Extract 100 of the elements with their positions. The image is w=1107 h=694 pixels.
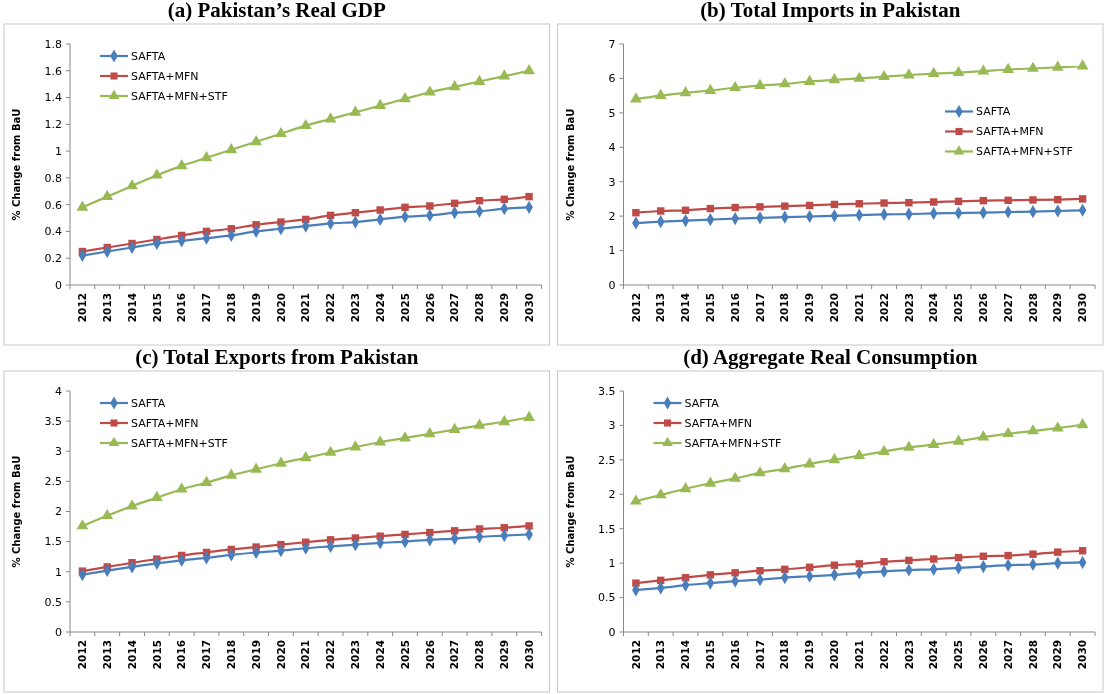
legend-label: SAFTA — [684, 396, 720, 410]
y-tick-label: 1.2 — [44, 118, 62, 132]
x-tick-label: 2020 — [274, 640, 287, 670]
y-tick-label: 1 — [55, 565, 62, 579]
x-tick-label: 2012 — [629, 293, 642, 323]
x-tick-label: 2013 — [654, 640, 667, 670]
y-tick-label: 0.5 — [598, 591, 616, 605]
y-tick-label: 0 — [55, 278, 62, 292]
x-tick-label: 2014 — [679, 293, 692, 323]
legend-label: SAFTA+MFN+STF — [976, 145, 1073, 159]
x-tick-label: 2025 — [952, 640, 965, 670]
x-tick-label: 2018 — [224, 293, 237, 323]
y-tick-label: 2 — [608, 209, 616, 223]
y-tick-label: 0.5 — [44, 595, 62, 609]
x-tick-label: 2026 — [423, 640, 436, 670]
x-tick-label: 2028 — [473, 293, 486, 323]
y-tick-label: 0.4 — [44, 225, 62, 239]
x-tick-label: 2021 — [299, 293, 312, 323]
x-tick-label: 2024 — [927, 293, 940, 323]
y-tick-label: 3 — [55, 445, 62, 459]
y-tick-label: 1 — [55, 144, 62, 158]
x-tick-label: 2015 — [150, 293, 163, 323]
x-tick-label: 2030 — [1076, 640, 1089, 670]
x-tick-label: 2022 — [877, 640, 890, 670]
x-tick-label: 2026 — [423, 293, 436, 323]
x-tick-label: 2030 — [522, 640, 535, 670]
x-tick-label: 2025 — [952, 293, 965, 323]
y-axis-title: % Change from BaU — [11, 108, 22, 221]
y-tick-label: 4 — [608, 141, 616, 155]
x-tick-label: 2016 — [175, 293, 188, 323]
y-tick-label: 0.6 — [44, 198, 62, 212]
x-tick-label: 2017 — [753, 640, 766, 670]
y-tick-label: 1.5 — [44, 535, 62, 549]
x-tick-label: 2020 — [828, 293, 841, 323]
x-tick-label: 2013 — [100, 293, 113, 323]
legend-label: SAFTA — [131, 49, 166, 63]
x-tick-label: 2012 — [76, 293, 89, 323]
x-tick-label: 2022 — [324, 293, 337, 323]
x-tick-label: 2016 — [728, 640, 741, 670]
chart-title: (d) Aggregate Real Consumption — [683, 345, 978, 369]
legend-label: SAFTA+MFN — [131, 416, 199, 430]
x-tick-label: 2016 — [728, 293, 741, 323]
x-tick-label: 2016 — [175, 640, 188, 670]
x-tick-label: 2028 — [1026, 293, 1039, 323]
x-tick-label: 2027 — [1001, 640, 1014, 670]
y-tick-label: 3.5 — [598, 384, 616, 398]
x-tick-label: 2018 — [778, 293, 791, 323]
x-tick-label: 2024 — [373, 293, 386, 323]
x-tick-label: 2019 — [803, 640, 816, 670]
legend-label: SAFTA+MFN — [976, 125, 1044, 139]
x-tick-label: 2014 — [679, 640, 692, 670]
x-tick-label: 2020 — [828, 640, 841, 670]
x-tick-label: 2012 — [629, 640, 642, 670]
y-axis-title: % Change from BaU — [564, 108, 576, 221]
x-tick-label: 2023 — [349, 640, 362, 670]
x-tick-label: 2015 — [150, 640, 163, 670]
x-tick-label: 2015 — [704, 293, 717, 323]
legend-label: SAFTA — [131, 396, 166, 410]
y-tick-label: 0 — [608, 278, 616, 292]
x-tick-label: 2020 — [274, 293, 287, 323]
y-tick-label: 2 — [608, 488, 616, 502]
y-tick-label: 0 — [55, 625, 62, 639]
x-tick-label: 2017 — [200, 640, 213, 670]
y-tick-label: 3 — [608, 175, 616, 189]
x-tick-label: 2030 — [522, 293, 535, 323]
legend-label: SAFTA+MFN+STF — [131, 89, 228, 103]
legend-label: SAFTA — [976, 105, 1011, 119]
x-tick-label: 2029 — [1051, 293, 1064, 323]
x-tick-label: 2024 — [373, 640, 386, 670]
y-tick-label: 1.6 — [44, 64, 62, 78]
x-tick-label: 2014 — [125, 640, 138, 670]
x-tick-label: 2019 — [249, 293, 262, 323]
x-tick-label: 2023 — [349, 293, 362, 323]
legend-label: SAFTA+MFN+STF — [131, 436, 228, 450]
x-tick-label: 2027 — [1001, 293, 1014, 323]
y-tick-label: 6 — [608, 72, 616, 86]
x-tick-label: 2012 — [76, 640, 89, 670]
x-tick-label: 2029 — [497, 640, 510, 670]
chart-title: (c) Total Exports from Pakistan — [135, 345, 419, 369]
y-tick-label: 0.2 — [44, 252, 62, 266]
x-tick-label: 2013 — [100, 640, 113, 670]
y-tick-label: 2.5 — [44, 475, 62, 489]
x-tick-label: 2017 — [200, 293, 213, 323]
legend-label: SAFTA+MFN+STF — [684, 436, 782, 450]
x-tick-label: 2021 — [852, 293, 865, 323]
chart-title: (a) Pakistan’s Real GDP — [167, 0, 386, 22]
x-tick-label: 2029 — [497, 293, 510, 323]
y-tick-label: 2.5 — [598, 453, 616, 467]
x-tick-label: 2026 — [977, 293, 989, 323]
x-tick-label: 2018 — [224, 640, 237, 670]
x-tick-label: 2015 — [704, 640, 717, 670]
y-tick-label: 3.5 — [44, 414, 62, 428]
chart-title: (b) Total Imports in Pakistan — [700, 0, 961, 22]
y-tick-label: 0 — [608, 625, 616, 639]
x-tick-label: 2028 — [1026, 640, 1039, 670]
legend-label: SAFTA+MFN — [684, 416, 752, 430]
y-tick-label: 3 — [608, 419, 616, 433]
y-tick-label: 1.4 — [44, 91, 62, 105]
x-tick-label: 2027 — [448, 293, 461, 323]
y-tick-label: 0.8 — [44, 171, 62, 185]
